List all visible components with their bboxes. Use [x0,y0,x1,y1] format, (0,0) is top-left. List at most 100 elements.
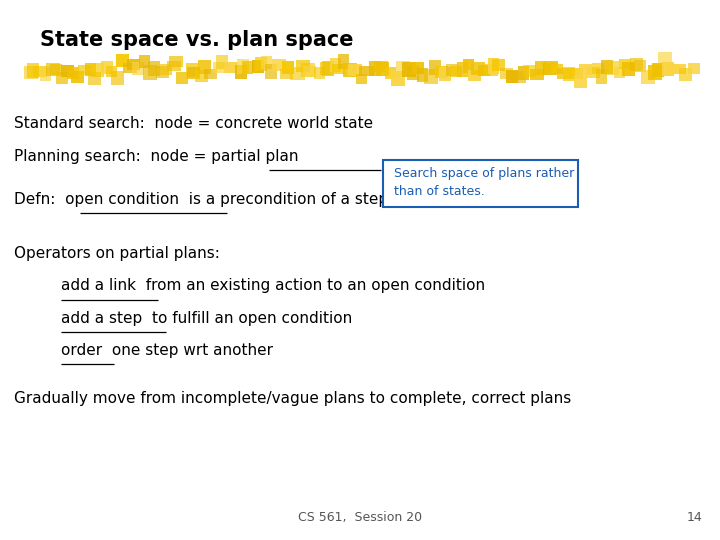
Bar [618,59,631,69]
Bar [407,66,419,80]
Text: Search space of plans rather
than of states.: Search space of plans rather than of sta… [394,167,574,198]
Bar [186,63,199,77]
Bar [71,71,84,83]
Bar [255,57,267,71]
Bar [40,66,51,81]
Bar [530,69,544,80]
Bar [213,62,225,73]
Bar [552,64,563,75]
Bar [641,70,654,84]
Bar [652,63,664,77]
Bar [27,63,40,78]
Bar [601,60,613,74]
Text: State space vs. plan space: State space vs. plan space [40,30,353,50]
Text: Operators on partial plans:: Operators on partial plans: [14,246,220,261]
Bar [123,63,137,73]
Bar [543,63,557,75]
Bar [374,60,388,72]
Bar [429,60,441,75]
Bar [61,65,73,77]
Bar [484,64,498,76]
Bar [225,62,238,73]
Bar [176,72,188,84]
Bar [688,63,701,73]
Bar [46,63,60,76]
Bar [500,68,513,79]
Bar [622,62,635,76]
Bar [674,64,686,74]
Bar [50,64,63,75]
Bar [148,62,161,76]
Bar [331,64,345,73]
FancyBboxPatch shape [383,160,578,207]
Bar [391,71,405,86]
Bar [138,55,150,68]
Bar [242,60,253,75]
Bar [91,63,104,77]
Bar [557,68,571,79]
Bar [417,68,428,82]
Bar [187,68,199,78]
Bar [605,61,619,75]
Bar [88,72,102,85]
Bar [320,62,331,76]
Bar [261,56,272,69]
Bar [518,66,529,80]
Bar [272,59,287,71]
Bar [563,66,575,81]
Bar [314,66,325,79]
Bar [424,69,438,84]
Bar [505,70,518,83]
Text: Defn:  open condition  is a precondition of a step not yet fulfilled: Defn: open condition is a precondition o… [14,192,509,207]
Bar [435,66,449,78]
Bar [359,66,374,76]
Bar [439,67,451,82]
Bar [132,62,143,75]
Bar [666,64,680,74]
Bar [322,60,333,76]
Bar [492,59,505,71]
Bar [169,57,183,68]
Bar [413,62,424,74]
Text: Standard search:  node = concrete world state: Standard search: node = concrete world s… [14,116,374,131]
Bar [348,64,362,77]
Bar [369,60,381,76]
Bar [450,66,462,77]
Bar [579,64,592,75]
Bar [160,64,172,75]
Bar [338,54,349,69]
Text: 14: 14 [686,511,702,524]
Bar [330,58,341,72]
Bar [143,65,157,80]
Bar [198,60,211,73]
Bar [295,59,310,72]
Bar [280,69,293,79]
Bar [662,62,675,76]
Bar [84,63,96,76]
Bar [574,75,587,88]
Bar [167,61,181,71]
Bar [290,68,305,79]
Bar [237,59,249,74]
Bar [67,68,79,79]
Bar [282,61,294,74]
Bar [446,64,458,76]
Bar [56,72,68,84]
Bar [456,62,468,77]
Bar [523,65,536,77]
Bar [511,71,526,83]
Bar [634,60,647,71]
Bar [596,69,607,84]
Bar [356,75,367,84]
Bar [544,60,558,74]
Bar [216,55,228,69]
Bar [384,68,396,79]
Bar [396,62,410,77]
Bar [614,66,625,78]
Bar [32,66,47,77]
Bar [535,61,546,75]
Bar [402,62,416,77]
Bar [586,67,600,78]
Bar [24,66,38,78]
Bar [659,51,672,63]
